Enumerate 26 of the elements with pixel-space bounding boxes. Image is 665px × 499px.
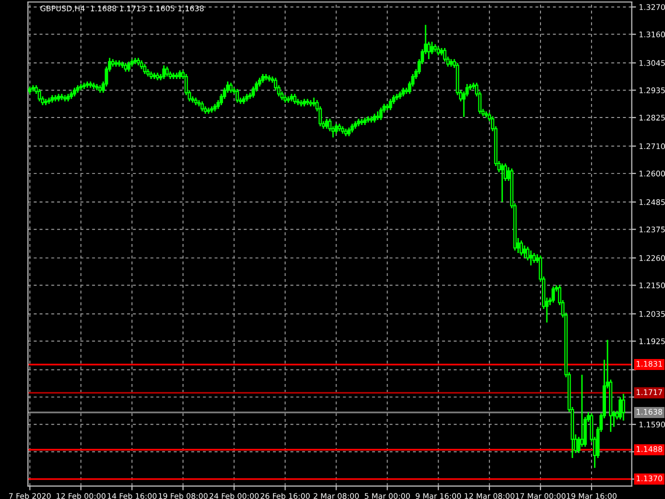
candlestick [200, 100, 204, 112]
candlestick [143, 63, 146, 75]
candlestick [388, 98, 392, 111]
candlestick [500, 162, 504, 203]
candlestick [552, 286, 555, 304]
candlestick [379, 106, 383, 121]
candlestick [526, 246, 530, 262]
candlestick [293, 93, 296, 105]
candlestick [334, 123, 338, 134]
candlestick [236, 88, 239, 104]
candlestick [580, 374, 584, 448]
candlestick [520, 240, 523, 256]
candlestick [430, 41, 434, 55]
candlestick [618, 396, 622, 420]
candlestick [522, 244, 526, 259]
candlestick [324, 118, 328, 130]
candlestick [229, 82, 233, 94]
candlestick [529, 250, 533, 266]
candlestick [252, 86, 255, 98]
candlestick [443, 47, 446, 62]
candlestick [162, 64, 166, 80]
candlestick [532, 252, 536, 264]
candlestick [165, 66, 169, 78]
candlestick [127, 60, 130, 72]
candlestick [622, 393, 626, 422]
candlestick [38, 88, 42, 102]
